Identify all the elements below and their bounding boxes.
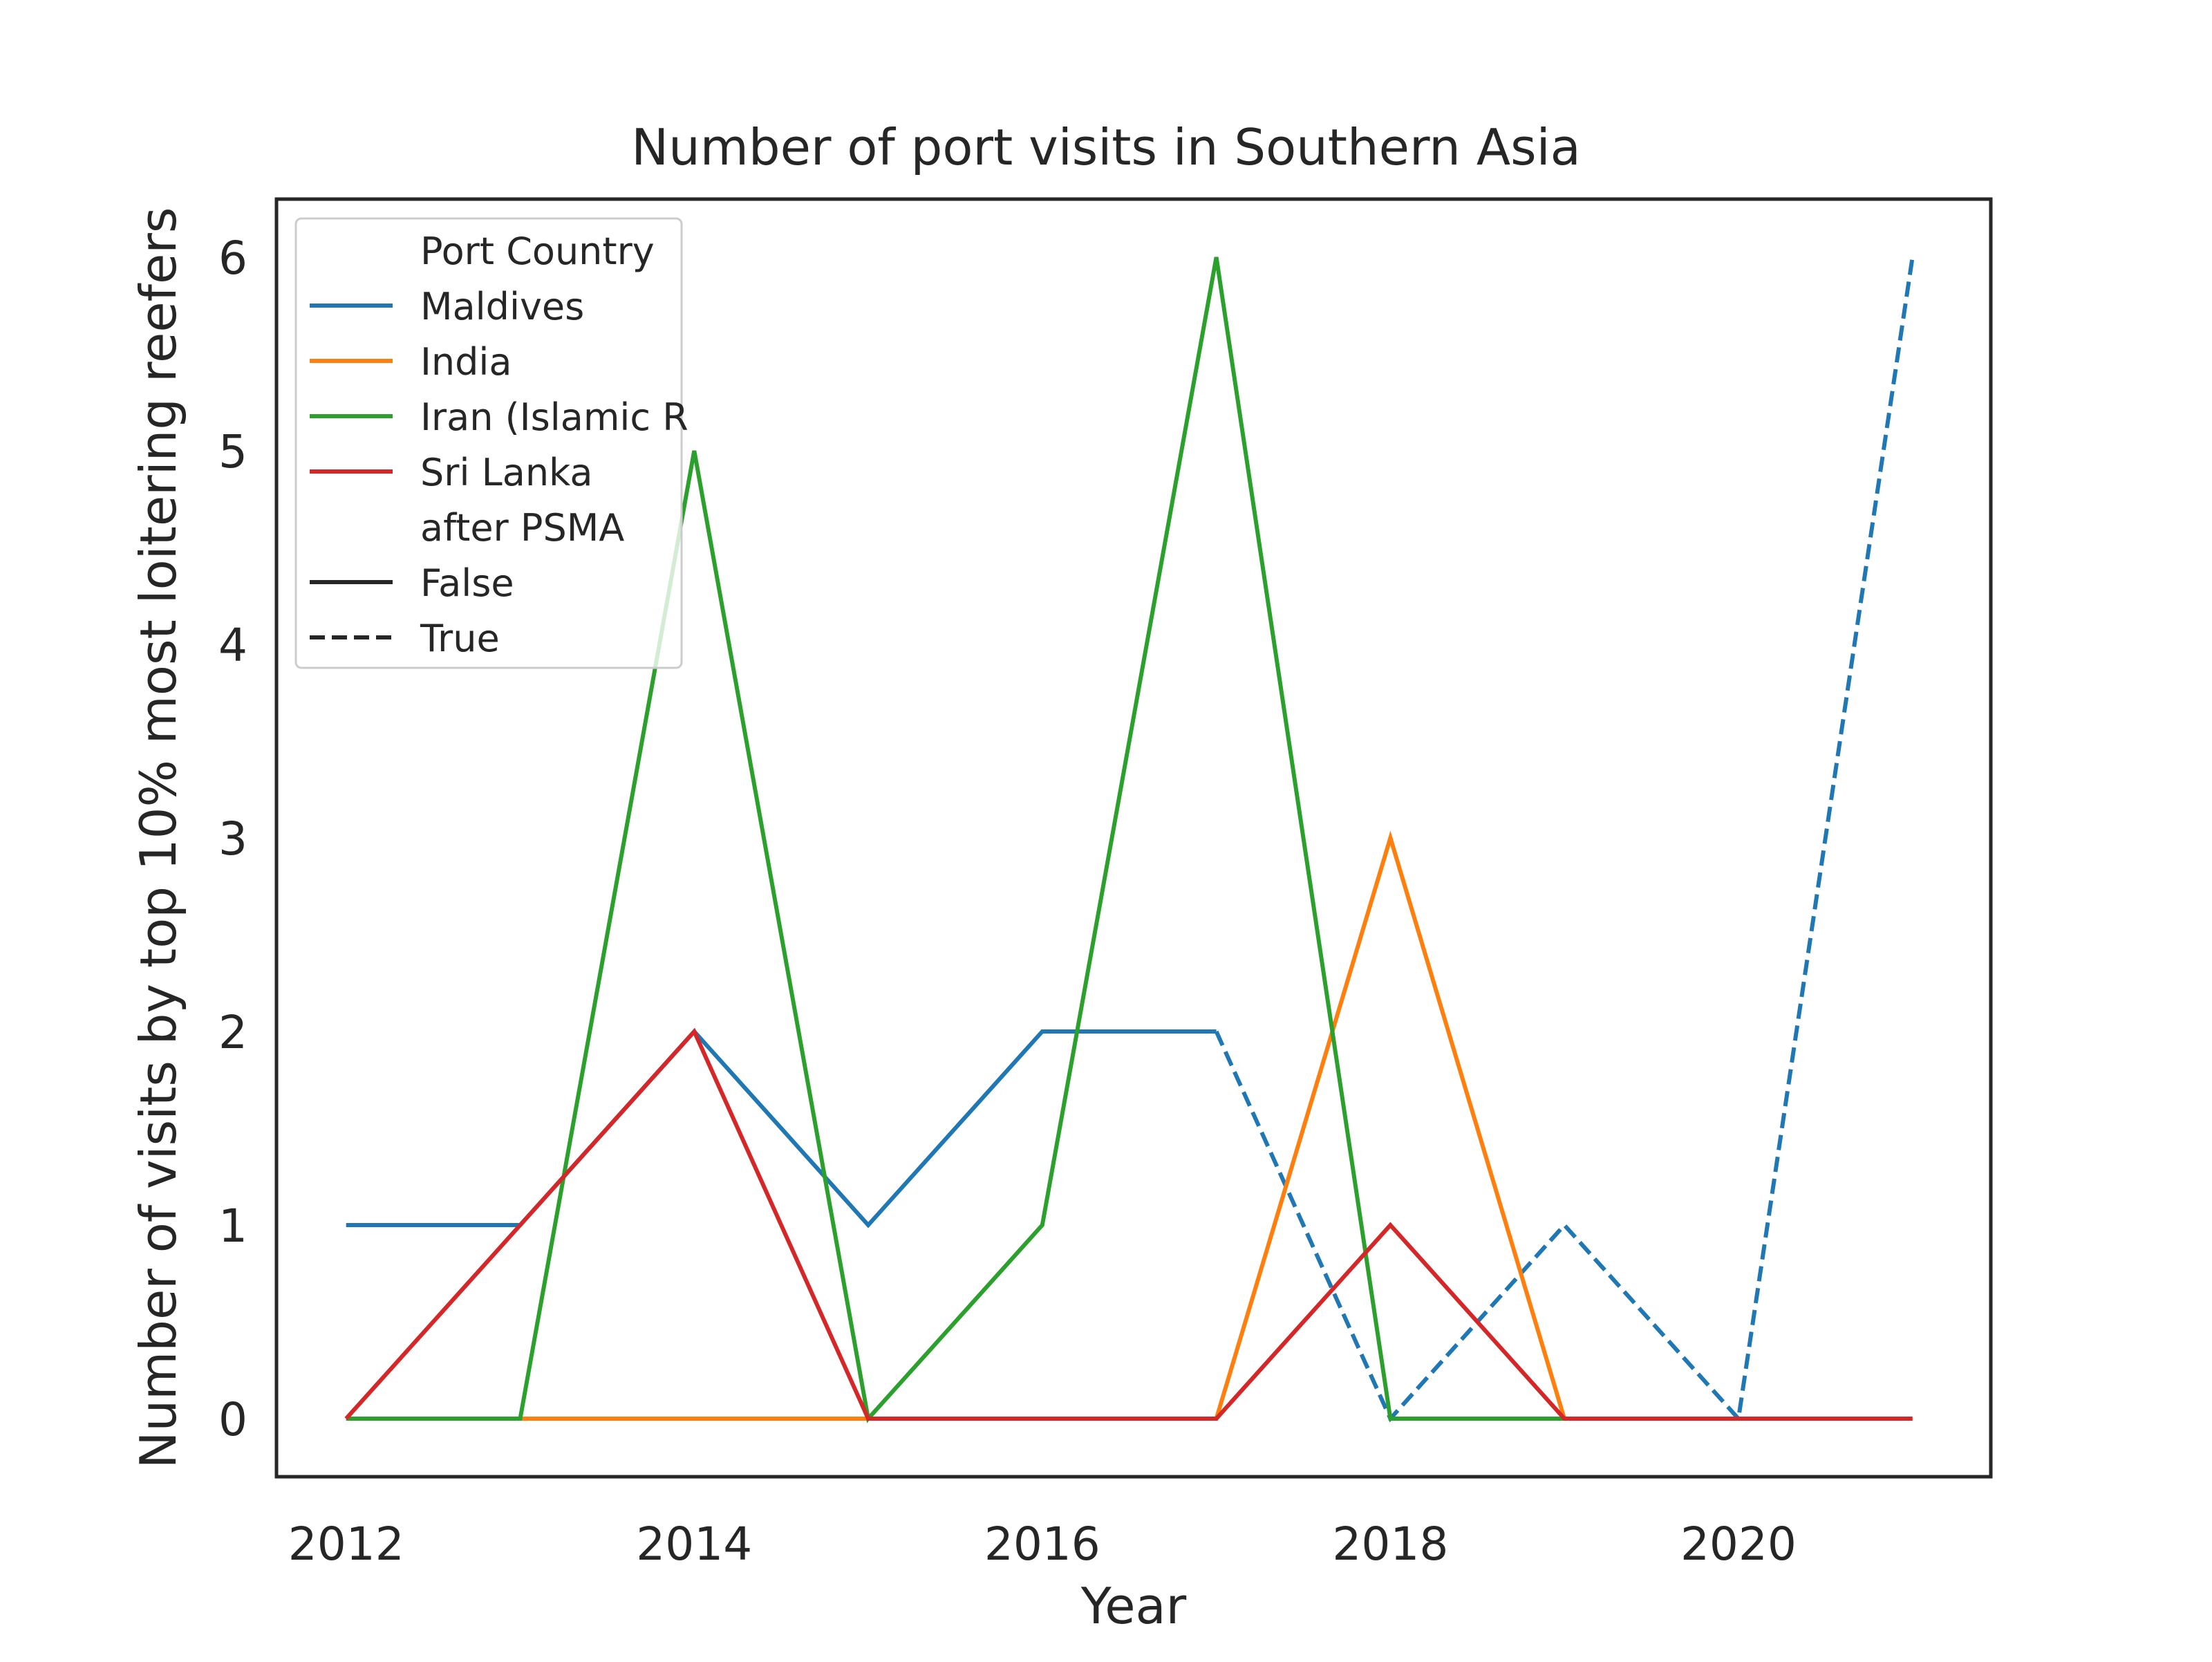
series-line-sri-lanka-before-psma (344, 1027, 1913, 1421)
y-axis-label: Number of visits by top 10% most loiteri… (129, 207, 187, 1469)
series-line-maldives-before-psma (346, 1028, 1217, 1229)
y-tick-label: 3 (218, 812, 247, 866)
legend-title-after-psma: after PSMA (420, 506, 624, 550)
y-tick-label: 1 (218, 1199, 247, 1253)
series-line-iran-islamic-r-before-psma (346, 256, 1565, 1423)
legend-title-port-country: Port Country (420, 230, 655, 273)
x-tick-label: 2014 (636, 1518, 752, 1571)
y-tick-label: 2 (218, 1006, 247, 1059)
x-axis-label: Year (1080, 1577, 1187, 1635)
y-tick-label: 0 (218, 1393, 247, 1446)
legend-box (294, 217, 683, 669)
series-line-maldives-after-psma (1214, 256, 1915, 1423)
series-line-india-before-psma (346, 830, 1913, 1421)
series-layer (344, 256, 1915, 1423)
legend-entry-false-label: False (420, 561, 514, 605)
x-tick-label: 2018 (1332, 1518, 1448, 1571)
legend-entry-sri-lanka-label: Sri Lanka (420, 451, 592, 494)
x-tick-label: 2020 (1680, 1518, 1797, 1571)
legend-entry-true-label: True (420, 617, 500, 660)
legend: Port Country Maldives India Iran (Islamic R… (294, 217, 688, 669)
legend-entry-maldives-label: Maldives (420, 285, 584, 328)
legend-entry-iran-islamic-r-label: Iran (Islamic R (420, 395, 688, 439)
y-tick-label: 6 (218, 232, 247, 285)
y-tick-label: 5 (218, 425, 247, 478)
x-tick-labels: 2012 2014 2016 2018 2020 (288, 1518, 1797, 1571)
legend-items: Port Country Maldives India Iran (Islamic R… (310, 230, 688, 660)
y-tick-label: 4 (218, 619, 247, 672)
x-tick-label: 2016 (984, 1518, 1100, 1571)
x-tick-label: 2012 (288, 1518, 404, 1571)
y-tick-labels: 0 1 2 3 4 5 6 (218, 232, 247, 1446)
chart-title: Number of port visits in Southern Asia (631, 118, 1580, 176)
legend-entry-india-label: India (420, 340, 512, 384)
plot-frame (274, 197, 1993, 1479)
